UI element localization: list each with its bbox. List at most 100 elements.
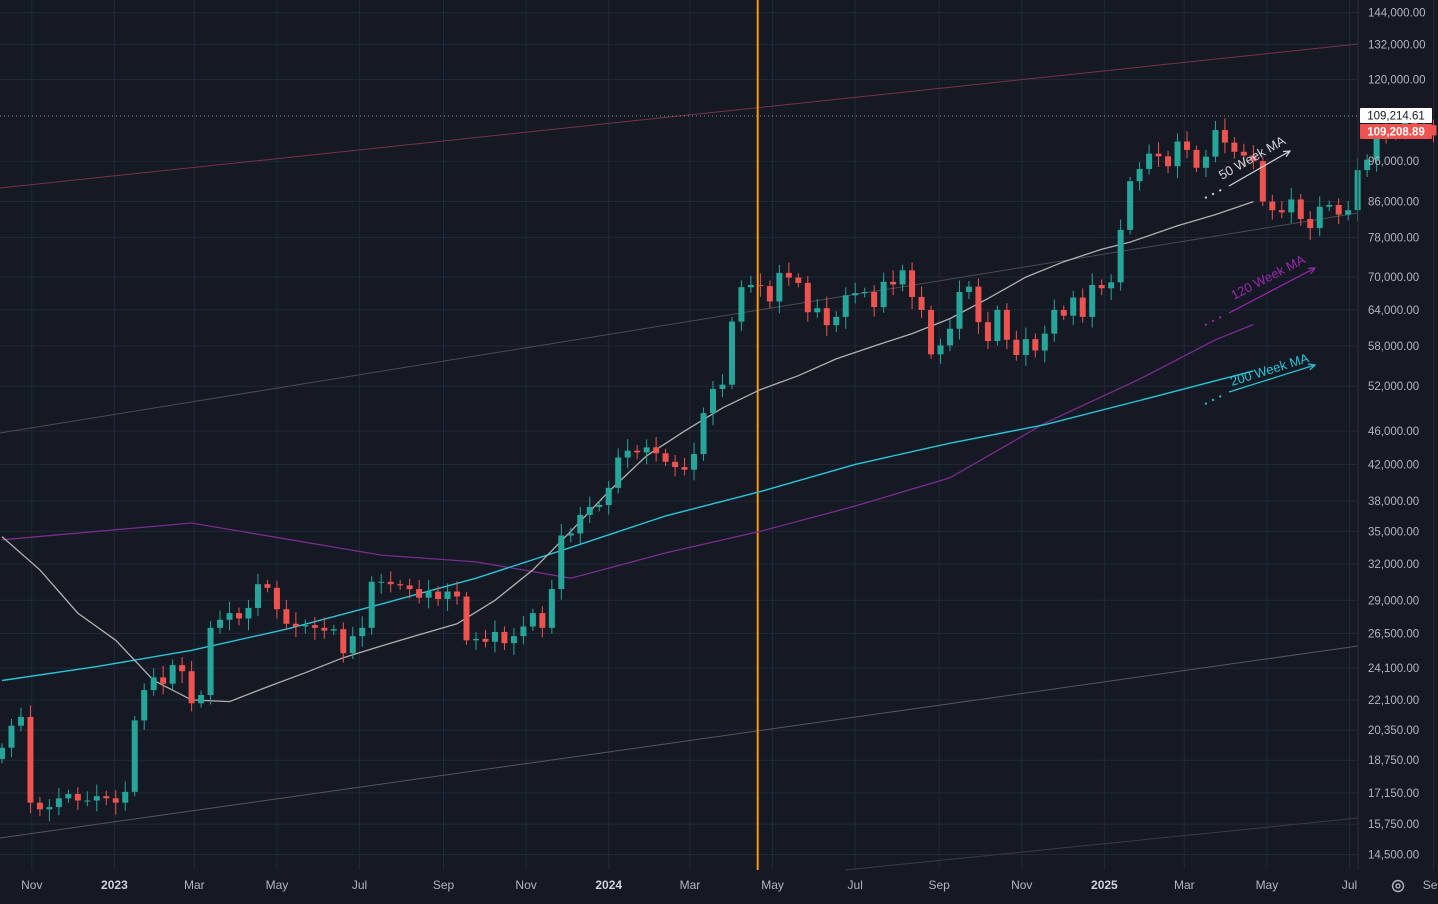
y-tick-label: 120,000.00: [1368, 74, 1426, 86]
candle-body: [103, 796, 110, 799]
candle: [823, 296, 830, 336]
candle-body: [150, 677, 157, 691]
candle-body: [510, 636, 517, 644]
candle: [738, 280, 745, 331]
candle: [378, 573, 385, 594]
candle-body: [179, 665, 186, 672]
candle: [1202, 149, 1209, 178]
candle: [1221, 118, 1228, 154]
candle: [491, 620, 498, 653]
candle: [1288, 187, 1295, 224]
candle: [1022, 327, 1029, 366]
candle: [179, 657, 186, 684]
candle: [160, 665, 167, 695]
candle-body: [994, 309, 1001, 342]
candle: [368, 576, 375, 635]
candle: [1079, 288, 1086, 323]
candle: [302, 619, 309, 634]
y-tick-label: 42,000.00: [1368, 459, 1419, 471]
candle: [169, 659, 176, 691]
candle-body: [93, 796, 100, 801]
y-tick-label: 78,000.00: [1368, 232, 1419, 244]
candle-body: [236, 613, 242, 619]
candle-body: [529, 613, 536, 627]
candle-body: [795, 277, 802, 283]
candle-body: [1212, 130, 1219, 157]
settings-gear-icon[interactable]: [1386, 875, 1410, 897]
candle-body: [520, 626, 527, 637]
candle-body: [890, 281, 897, 285]
y-tick-label: 14,500.00: [1368, 850, 1419, 862]
candle: [890, 270, 897, 296]
x-tick-label: Sep: [433, 878, 455, 892]
y-tick-label: 58,000.00: [1368, 341, 1419, 353]
candle-body: [444, 591, 451, 600]
x-tick-label: Nov: [21, 878, 42, 892]
candle-body: [55, 798, 62, 808]
candle-body: [463, 596, 470, 641]
candle-body: [188, 671, 195, 704]
candle-body: [36, 802, 43, 810]
x-tick-label: Jul: [1342, 878, 1357, 892]
candle-body: [1070, 297, 1077, 316]
y-axis[interactable]: 144,000.00 132,000.00 120,000.00 96,000.00 8…: [1368, 8, 1426, 862]
candle-body: [965, 286, 972, 293]
candle: [387, 571, 394, 593]
candle-body: [1335, 204, 1342, 215]
candle: [273, 581, 280, 619]
candle: [444, 583, 451, 611]
candle: [947, 319, 953, 352]
x-tick-label: Sep: [1423, 878, 1438, 892]
candle-body: [264, 584, 271, 588]
candle-body: [8, 725, 15, 748]
candle-body: [1041, 333, 1048, 351]
candle-body: [473, 638, 479, 641]
candle: [36, 797, 43, 817]
candle-body: [899, 270, 906, 285]
candle: [406, 578, 413, 599]
candle: [397, 579, 404, 590]
candle: [283, 600, 290, 630]
candle: [577, 506, 584, 546]
candle: [1184, 131, 1190, 159]
candle: [435, 585, 442, 606]
candle-body: [681, 467, 688, 470]
candle: [965, 281, 972, 299]
candle: [662, 448, 669, 467]
channel-low-line: [0, 645, 1359, 839]
candle-body: [292, 623, 299, 627]
candle-body: [823, 308, 830, 326]
candle: [672, 455, 679, 477]
candle-body: [141, 690, 148, 721]
candle: [463, 592, 470, 645]
x-tick-label: Nov: [1011, 878, 1032, 892]
candle: [207, 621, 214, 705]
candle: [747, 275, 754, 293]
candle-body: [700, 413, 707, 455]
candle-body: [387, 581, 394, 585]
candle: [55, 787, 62, 816]
candle: [605, 481, 612, 515]
candle: [1108, 274, 1115, 301]
candle-body: [1430, 125, 1437, 136]
ma-label-arrowhead: [1307, 363, 1317, 371]
candle-body: [340, 629, 347, 654]
candle: [349, 626, 356, 659]
candle: [861, 287, 868, 298]
candle: [880, 272, 887, 313]
candle: [1051, 299, 1058, 342]
candle-body: [454, 591, 461, 597]
y-tick-label: 86,000.00: [1368, 197, 1419, 209]
candle-body: [501, 631, 508, 644]
candle-body: [861, 292, 868, 294]
y-tick-label: 52,000.00: [1368, 381, 1419, 393]
x-axis[interactable]: Nov 2023 Mar May Jul Sep Nov 2024 Mar May Jul Sep No…: [21, 878, 1438, 892]
candle: [1212, 120, 1219, 163]
ma-label-arrowhead: [1282, 150, 1292, 158]
candle: [103, 790, 110, 806]
candle: [1278, 201, 1285, 219]
candle: [795, 273, 802, 288]
candle-body: [1127, 181, 1134, 230]
candle: [510, 628, 517, 656]
